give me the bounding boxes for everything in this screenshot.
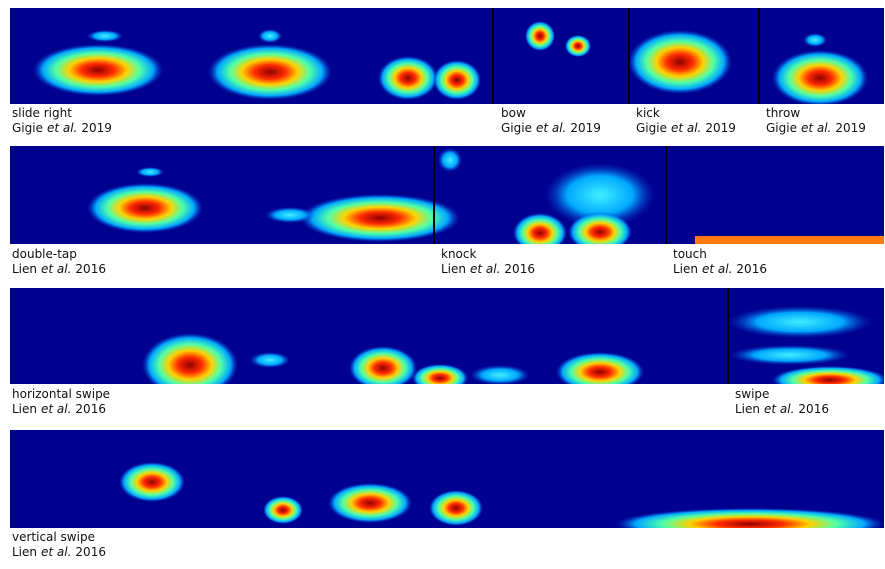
gesture-label: swipe [735,387,769,401]
et-al: et al. [47,121,77,135]
year: 2016 [736,262,767,276]
author: Gigie [636,121,667,135]
citation: Lien et al. 2016 [12,402,106,416]
gesture-label: touch [673,247,707,261]
year: 2016 [75,402,106,416]
gesture-label: kick [636,106,660,120]
gesture-label: bow [501,106,526,120]
author: Lien [441,262,466,276]
et-al: et al. [536,121,566,135]
author: Lien [735,402,760,416]
et-al: et al. [702,262,732,276]
year: 2019 [835,121,866,135]
author: Lien [12,262,37,276]
citation: Gigie et al. 2019 [766,121,866,135]
year: 2016 [75,262,106,276]
gesture-label: slide right [12,106,72,120]
author: Gigie [501,121,532,135]
heatmap-row [10,430,885,540]
citation: Lien et al. 2016 [441,262,535,276]
year: 2016 [75,545,106,559]
year: 2019 [81,121,112,135]
year: 2016 [504,262,535,276]
author: Lien [12,545,37,559]
gesture-label: throw [766,106,800,120]
citation: Lien et al. 2016 [12,545,106,559]
heatmap-row [10,146,884,253]
year: 2019 [570,121,601,135]
citation: Lien et al. 2016 [12,262,106,276]
author: Gigie [12,121,43,135]
gesture-label: knock [441,247,476,261]
citation: Gigie et al. 2019 [12,121,112,135]
gesture-label: horizontal swipe [12,387,110,401]
et-al: et al. [41,262,71,276]
citation: Gigie et al. 2019 [501,121,601,135]
page: {"panels": [ {"gesture": "slide right", … [0,0,885,569]
heatmap-row [10,288,885,397]
heatmap-row [10,8,884,106]
year: 2019 [705,121,736,135]
et-al: et al. [801,121,831,135]
gesture-label: double-tap [12,247,77,261]
et-al: et al. [41,545,71,559]
figure: slide rightGigieet al.2019bowGigieet al.… [0,0,885,569]
citation: Gigie et al. 2019 [636,121,736,135]
author: Gigie [766,121,797,135]
gesture-label: vertical swipe [12,530,95,544]
et-al: et al. [764,402,794,416]
author: Lien [673,262,698,276]
citation: Lien et al. 2016 [673,262,767,276]
et-al: et al. [671,121,701,135]
author: Lien [12,402,37,416]
et-al: et al. [41,402,71,416]
citation: Lien et al. 2016 [735,402,829,416]
year: 2016 [798,402,829,416]
et-al: et al. [470,262,500,276]
